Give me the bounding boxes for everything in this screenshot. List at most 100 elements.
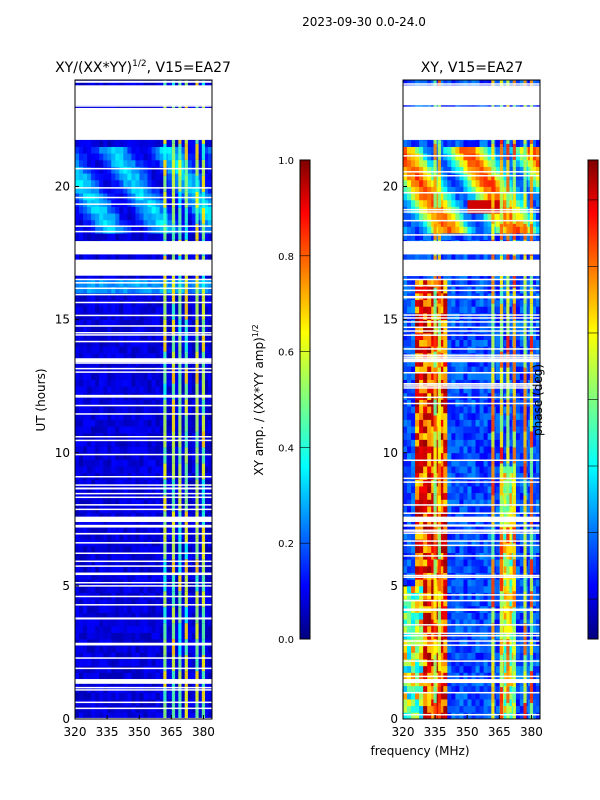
- heatmap-cell: [79, 179, 84, 187]
- heatmap-cell: [83, 439, 88, 447]
- heatmap-cell: [435, 659, 440, 667]
- heatmap-cell: [79, 372, 84, 380]
- x-tick-label: 380: [192, 725, 215, 739]
- heatmap-cell: [187, 552, 193, 560]
- heatmap-cell: [135, 559, 140, 567]
- heatmap-cell: [147, 572, 152, 580]
- bright-channel: [171, 607, 176, 624]
- heatmap-cell: [83, 226, 88, 234]
- flag-line: [75, 371, 212, 373]
- heatmap-cell: [203, 452, 209, 460]
- flag-line: [75, 595, 212, 598]
- heatmap-cell: [455, 592, 460, 600]
- heatmap-cell: [467, 539, 472, 547]
- heatmap-cell: [99, 532, 104, 540]
- heatmap-cell: [423, 612, 428, 620]
- bright-channel: [195, 175, 199, 192]
- heatmap-cell: [175, 399, 181, 407]
- heatmap-cell: [167, 146, 173, 154]
- heatmap-cell: [455, 492, 460, 500]
- heatmap-cell: [415, 459, 420, 467]
- heatmap-cell: [175, 186, 181, 194]
- heatmap-cell: [75, 605, 80, 613]
- heatmap-cell: [143, 366, 148, 374]
- heatmap-cell: [159, 346, 165, 354]
- heatmap-cell: [463, 472, 468, 480]
- heatmap-cell: [459, 612, 464, 620]
- heatmap-cell: [151, 186, 156, 194]
- heatmap-cell: [155, 439, 161, 447]
- heatmap-cell: [415, 565, 420, 573]
- heatmap-cell: [123, 619, 128, 627]
- heatmap-cell: [155, 419, 161, 427]
- heatmap-cell: [87, 379, 92, 387]
- heatmap-cell: [131, 492, 136, 500]
- bright-channel: [171, 335, 176, 352]
- heatmap-cell: [123, 439, 128, 447]
- heatmap-cell: [79, 639, 84, 647]
- heatmap-cell: [79, 139, 84, 147]
- heatmap-cell: [139, 419, 144, 427]
- heatmap-cell: [131, 199, 136, 207]
- heatmap-cell: [187, 446, 193, 454]
- heatmap-cell: [407, 446, 412, 454]
- heatmap-cell: [99, 326, 104, 334]
- heatmap-cell: [447, 459, 452, 467]
- heatmap-cell: [131, 293, 136, 301]
- heatmap-cell: [507, 466, 513, 474]
- heatmap-cell: [479, 492, 484, 500]
- heatmap-cell: [147, 452, 152, 460]
- heatmap-cell: [487, 452, 493, 460]
- heatmap-cell: [203, 619, 209, 627]
- heatmap-cell: [191, 273, 197, 281]
- heatmap-cell: [203, 545, 209, 553]
- heatmap-cell: [535, 612, 541, 620]
- heatmap-cell: [439, 452, 444, 460]
- heatmap-cell: [203, 339, 209, 347]
- heatmap-cell: [147, 625, 152, 633]
- heatmap-cell: [79, 146, 84, 154]
- heatmap-cell: [87, 173, 92, 181]
- heatmap-cell: [127, 186, 132, 194]
- heatmap-cell: [515, 592, 521, 600]
- heatmap-cell: [159, 672, 165, 680]
- heatmap-cell: [459, 585, 464, 593]
- heatmap-cell: [419, 619, 424, 627]
- heatmap-cell: [147, 372, 152, 380]
- heatmap-cell: [123, 406, 128, 414]
- heatmap-cell: [483, 712, 489, 720]
- heatmap-cell: [179, 665, 185, 673]
- heatmap-cell: [155, 352, 161, 360]
- heatmap-cell: [515, 559, 521, 567]
- heatmap-cell: [463, 625, 468, 633]
- bright-channel: [195, 639, 199, 656]
- heatmap-cell: [447, 592, 452, 600]
- bright-channel: [178, 143, 182, 160]
- heatmap-cell: [471, 712, 476, 720]
- heatmap-cell: [535, 699, 541, 707]
- heatmap-cell: [147, 332, 152, 340]
- heatmap-cell: [103, 399, 108, 407]
- heatmap-cell: [79, 632, 84, 640]
- heatmap-cell: [459, 486, 464, 494]
- heatmap-cell: [103, 306, 108, 314]
- heatmap-cell: [79, 293, 84, 301]
- heatmap-cell: [487, 506, 493, 514]
- heatmap-cell: [471, 705, 476, 713]
- heatmap-cell: [103, 625, 108, 633]
- heatmap-cell: [151, 80, 156, 88]
- heatmap-cell: [139, 80, 144, 88]
- heatmap-cell: [179, 253, 185, 261]
- heatmap-cell: [415, 659, 420, 667]
- heatmap-cell: [147, 346, 152, 354]
- heatmap-cell: [147, 705, 152, 713]
- heatmap-cell: [175, 319, 181, 327]
- x-tick-label: 365: [160, 725, 183, 739]
- heatmap-cell: [135, 80, 140, 88]
- heatmap-cell: [443, 479, 448, 487]
- heatmap-cell: [439, 599, 444, 607]
- heatmap-cell: [95, 326, 100, 334]
- heatmap-cell: [471, 639, 476, 647]
- heatmap-cell: [127, 426, 132, 434]
- heatmap-cell: [147, 519, 152, 527]
